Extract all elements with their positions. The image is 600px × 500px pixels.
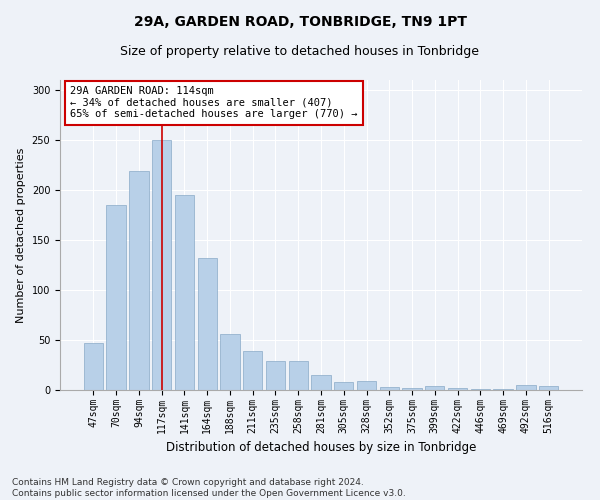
- Bar: [334, 382, 353, 390]
- Bar: [448, 388, 467, 390]
- Y-axis label: Number of detached properties: Number of detached properties: [16, 148, 26, 322]
- Bar: [84, 343, 103, 390]
- Bar: [197, 258, 217, 390]
- Bar: [243, 351, 262, 390]
- Bar: [380, 387, 399, 390]
- Bar: [357, 381, 376, 390]
- X-axis label: Distribution of detached houses by size in Tonbridge: Distribution of detached houses by size …: [166, 441, 476, 454]
- Bar: [516, 385, 536, 390]
- Bar: [539, 386, 558, 390]
- Bar: [152, 140, 172, 390]
- Bar: [175, 195, 194, 390]
- Text: 29A, GARDEN ROAD, TONBRIDGE, TN9 1PT: 29A, GARDEN ROAD, TONBRIDGE, TN9 1PT: [133, 15, 467, 29]
- Bar: [311, 375, 331, 390]
- Bar: [470, 389, 490, 390]
- Bar: [493, 389, 513, 390]
- Bar: [403, 388, 422, 390]
- Bar: [106, 205, 126, 390]
- Bar: [220, 334, 239, 390]
- Bar: [266, 361, 285, 390]
- Bar: [289, 361, 308, 390]
- Text: Contains HM Land Registry data © Crown copyright and database right 2024.
Contai: Contains HM Land Registry data © Crown c…: [12, 478, 406, 498]
- Text: 29A GARDEN ROAD: 114sqm
← 34% of detached houses are smaller (407)
65% of semi-d: 29A GARDEN ROAD: 114sqm ← 34% of detache…: [70, 86, 358, 120]
- Bar: [129, 171, 149, 390]
- Text: Size of property relative to detached houses in Tonbridge: Size of property relative to detached ho…: [121, 45, 479, 58]
- Bar: [425, 386, 445, 390]
